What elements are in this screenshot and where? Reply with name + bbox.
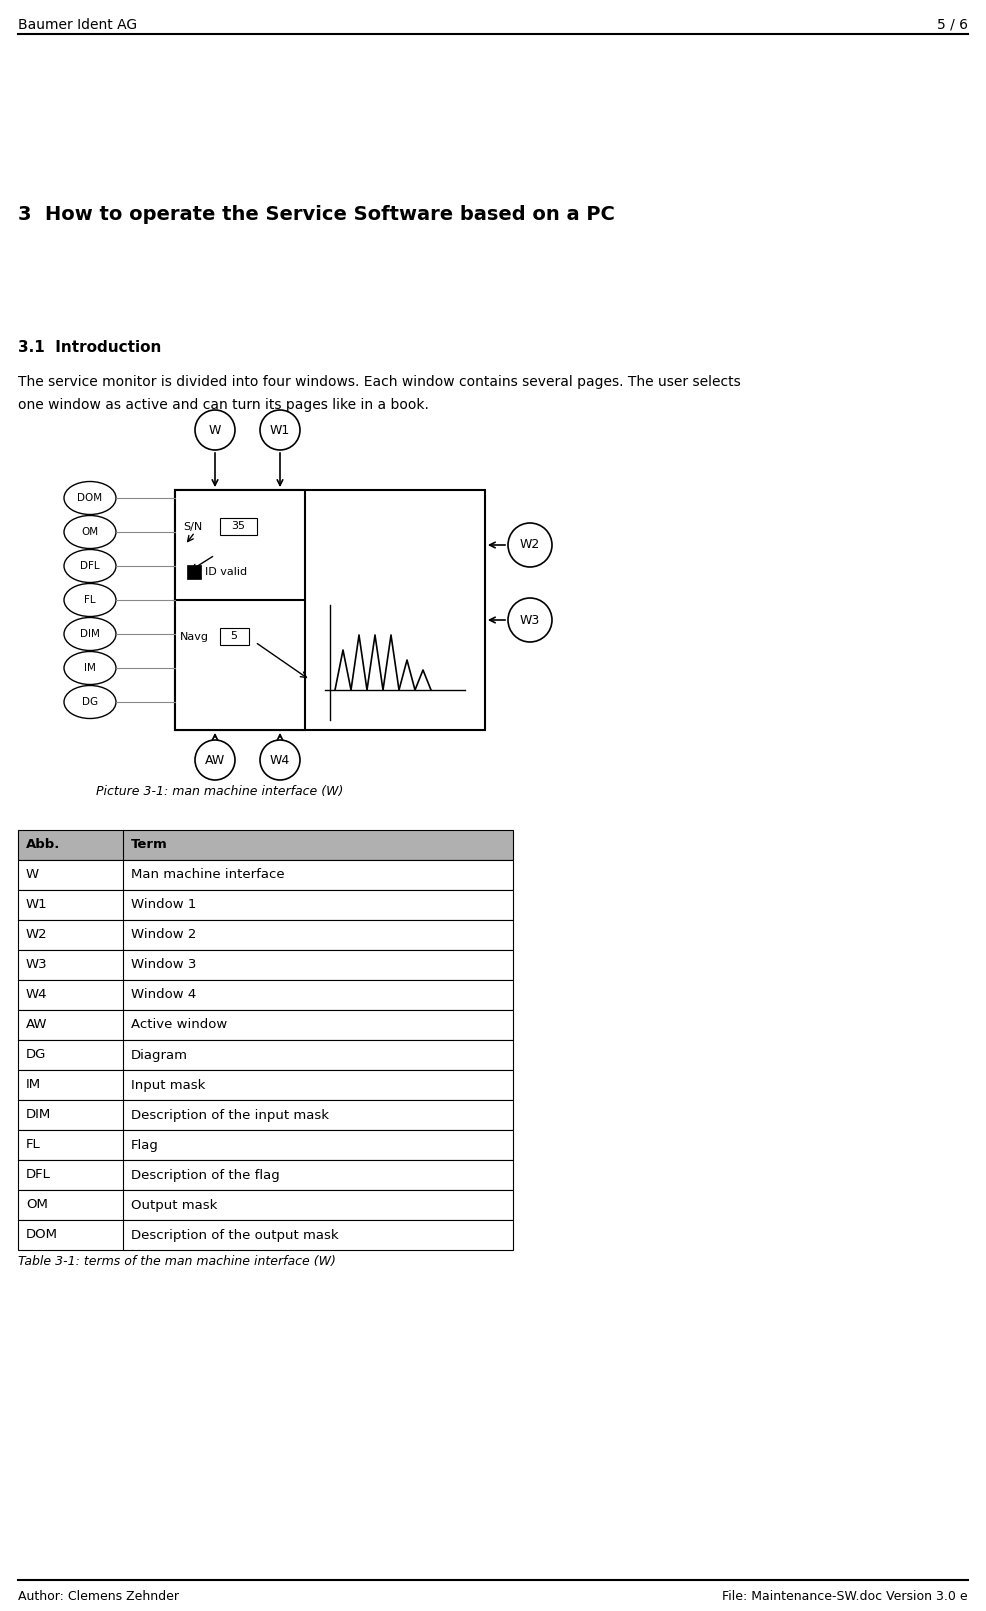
Text: DG: DG (82, 698, 98, 707)
Polygon shape (18, 979, 513, 1010)
Text: Window 1: Window 1 (131, 899, 196, 912)
Polygon shape (220, 519, 257, 535)
Text: W3: W3 (26, 959, 47, 971)
Text: Abb.: Abb. (26, 838, 60, 852)
Ellipse shape (64, 549, 116, 583)
Text: Flag: Flag (131, 1139, 159, 1152)
Text: OM: OM (26, 1199, 48, 1211)
Text: W2: W2 (26, 928, 47, 941)
Text: W4: W4 (26, 989, 47, 1002)
Text: 5: 5 (231, 632, 238, 641)
Text: W1: W1 (26, 899, 47, 912)
Text: DIM: DIM (26, 1108, 51, 1121)
Text: W2: W2 (520, 538, 540, 551)
Polygon shape (18, 1100, 513, 1129)
Ellipse shape (64, 583, 116, 617)
Text: Table 3-1: terms of the man machine interface (W): Table 3-1: terms of the man machine inte… (18, 1255, 336, 1268)
Text: Baumer Ident AG: Baumer Ident AG (18, 18, 137, 32)
Polygon shape (18, 1041, 513, 1070)
Polygon shape (18, 1220, 513, 1250)
Text: Window 4: Window 4 (131, 989, 196, 1002)
Text: Input mask: Input mask (131, 1078, 205, 1092)
Text: 3.1  Introduction: 3.1 Introduction (18, 340, 162, 354)
Polygon shape (175, 490, 485, 730)
Text: 5 / 6: 5 / 6 (937, 18, 968, 32)
Polygon shape (18, 1160, 513, 1191)
Polygon shape (18, 1191, 513, 1220)
Text: ID valid: ID valid (205, 567, 247, 577)
Polygon shape (18, 1070, 513, 1100)
Text: W: W (209, 424, 221, 437)
Circle shape (260, 739, 300, 780)
Circle shape (195, 739, 235, 780)
Text: The service monitor is divided into four windows. Each window contains several p: The service monitor is divided into four… (18, 375, 740, 388)
Polygon shape (220, 628, 249, 644)
Text: AW: AW (26, 1018, 47, 1031)
Text: DIM: DIM (80, 628, 100, 640)
Text: AW: AW (205, 754, 225, 767)
Polygon shape (18, 889, 513, 920)
Text: Output mask: Output mask (131, 1199, 217, 1211)
Ellipse shape (64, 686, 116, 719)
Text: Window 3: Window 3 (131, 959, 196, 971)
Text: DFL: DFL (26, 1168, 51, 1181)
Text: Picture 3-1: man machine interface (W): Picture 3-1: man machine interface (W) (97, 785, 344, 797)
Ellipse shape (64, 651, 116, 685)
Circle shape (195, 411, 235, 449)
Text: W4: W4 (270, 754, 290, 767)
Text: 35: 35 (231, 520, 245, 532)
Text: Active window: Active window (131, 1018, 227, 1031)
Text: Description of the output mask: Description of the output mask (131, 1229, 338, 1242)
Ellipse shape (64, 516, 116, 548)
Text: 3  How to operate the Service Software based on a PC: 3 How to operate the Service Software ba… (18, 205, 615, 224)
Circle shape (508, 598, 552, 643)
Text: DFL: DFL (80, 561, 100, 570)
Polygon shape (175, 490, 305, 730)
Text: FL: FL (84, 594, 96, 606)
Text: W: W (26, 868, 39, 881)
Circle shape (260, 411, 300, 449)
Text: IM: IM (84, 664, 96, 673)
Text: DG: DG (26, 1049, 46, 1062)
Text: Diagram: Diagram (131, 1049, 188, 1062)
Text: DOM: DOM (26, 1229, 58, 1242)
Text: File: Maintenance-SW.doc Version 3.0 e: File: Maintenance-SW.doc Version 3.0 e (723, 1590, 968, 1603)
Text: W3: W3 (520, 614, 540, 627)
Text: FL: FL (26, 1139, 40, 1152)
Text: Man machine interface: Man machine interface (131, 868, 285, 881)
Polygon shape (18, 1010, 513, 1041)
Text: S/N: S/N (183, 522, 202, 532)
Text: Navg: Navg (180, 632, 209, 643)
Polygon shape (18, 1129, 513, 1160)
Text: one window as active and can turn its pages like in a book.: one window as active and can turn its pa… (18, 398, 429, 412)
Ellipse shape (64, 482, 116, 514)
Text: Description of the input mask: Description of the input mask (131, 1108, 329, 1121)
Text: W1: W1 (270, 424, 290, 437)
Ellipse shape (64, 617, 116, 651)
Text: Term: Term (131, 838, 168, 852)
Polygon shape (18, 860, 513, 889)
Polygon shape (18, 950, 513, 979)
Text: OM: OM (82, 527, 99, 536)
Polygon shape (187, 565, 201, 578)
Polygon shape (18, 920, 513, 950)
Text: Window 2: Window 2 (131, 928, 196, 941)
Text: IM: IM (26, 1078, 41, 1092)
Polygon shape (18, 830, 513, 860)
Circle shape (508, 524, 552, 567)
Text: Author: Clemens Zehnder: Author: Clemens Zehnder (18, 1590, 179, 1603)
Text: Description of the flag: Description of the flag (131, 1168, 280, 1181)
Text: DOM: DOM (78, 493, 103, 503)
